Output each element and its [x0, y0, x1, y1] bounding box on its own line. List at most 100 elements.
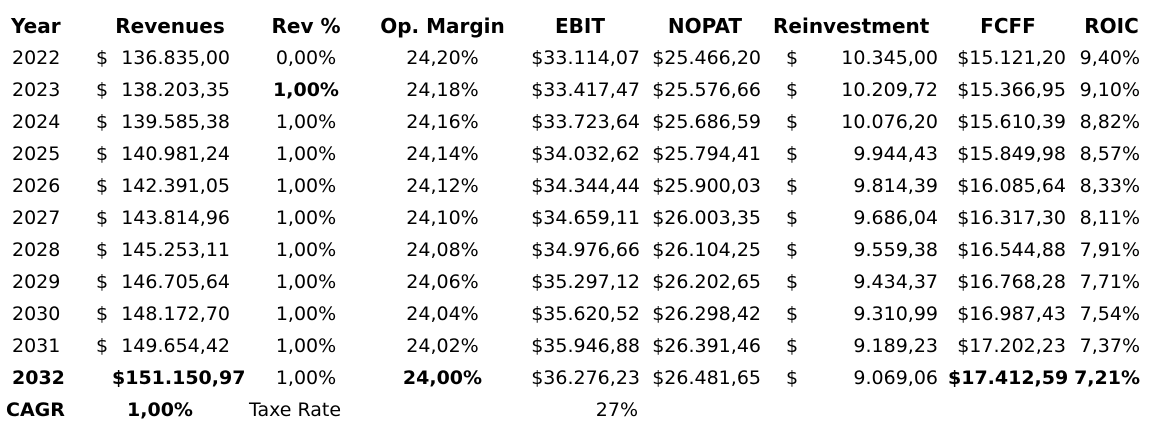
cell-rev-pct: 1,00%	[275, 111, 337, 133]
cell-fcff: $16.768,28	[957, 271, 1066, 293]
cell-revenue-currency: $	[96, 79, 109, 101]
cell-ebit: $34.344,44	[531, 175, 640, 197]
cell-op-margin: 24,16%	[406, 111, 479, 133]
cell-rev-pct: 1,00%	[275, 239, 337, 261]
cell-nopat: $25.466,20	[652, 47, 761, 69]
cell-revenue: 139.585,38	[121, 111, 230, 133]
cell-ebit: $35.620,52	[531, 303, 640, 325]
cell-fcff: $17.202,23	[957, 335, 1066, 357]
cell-nopat: $25.900,03	[652, 175, 761, 197]
cell-op-margin: 24,02%	[406, 335, 479, 357]
cell-reinvestment-currency: $	[786, 175, 799, 197]
cell-revenue-currency: $	[96, 143, 109, 165]
table-row: 2024 $139.585,38 1,00% 24,16% $33.723,64 $25.…	[0, 107, 1154, 138]
cell-reinvestment: 10.345,00	[841, 47, 938, 69]
cell-year: 2029	[12, 271, 61, 293]
cell-ebit: $36.276,23	[531, 367, 640, 389]
cell-revenue: 143.814,96	[121, 207, 230, 229]
cell-op-margin: 24,12%	[406, 175, 479, 197]
header-reinvestment: Reinvestment	[773, 14, 930, 38]
cell-nopat: $25.686,59	[652, 111, 761, 133]
cell-year: 2028	[12, 239, 61, 261]
cell-fcff: $15.849,98	[957, 143, 1066, 165]
cell-revenue-currency: $	[96, 335, 109, 357]
cell-ebit: $34.659,11	[531, 207, 640, 229]
cell-rev-pct: 1,00%	[275, 271, 337, 293]
header-roic: ROIC	[1084, 14, 1139, 38]
cell-rev-pct: 1,00%	[273, 79, 339, 101]
cell-reinvestment-currency: $	[786, 207, 799, 229]
cell-rev-pct: 1,00%	[275, 175, 337, 197]
cell-revenue-currency: $	[96, 239, 109, 261]
cell-revenue-currency: $	[96, 175, 109, 197]
cell-nopat: $26.003,35	[652, 207, 761, 229]
cell-roic: 8,57%	[1079, 143, 1140, 165]
cell-reinvestment-currency: $	[786, 271, 799, 293]
cell-op-margin: 24,18%	[406, 79, 479, 101]
cell-ebit: $33.114,07	[531, 47, 640, 69]
cell-ebit: $35.946,88	[531, 335, 640, 357]
cell-year: 2022	[12, 47, 61, 69]
cell-revenue: 138.203,35	[121, 79, 230, 101]
cell-op-margin: 24,10%	[406, 207, 479, 229]
cell-nopat: $26.298,42	[652, 303, 761, 325]
table-row: 2026 $142.391,05 1,00% 24,12% $34.344,44 $25.…	[0, 171, 1154, 202]
cell-revenue: 145.253,11	[121, 239, 230, 261]
cell-reinvestment: 9.434,37	[853, 271, 938, 293]
header-revenues: Revenues	[115, 14, 225, 38]
cell-reinvestment: 9.069,06	[853, 367, 938, 389]
cell-revenue-currency: $	[96, 207, 109, 229]
cell-rev-pct: 1,00%	[275, 367, 337, 389]
cell-op-margin: 24,00%	[402, 367, 483, 389]
cell-reinvestment: 9.189,23	[853, 335, 938, 357]
cell-reinvestment-currency: $	[786, 239, 799, 261]
cell-fcff: $15.366,95	[957, 79, 1066, 101]
cell-fcff: $16.317,30	[957, 207, 1066, 229]
cell-reinvestment: 9.559,38	[853, 239, 938, 261]
cell-roic: 9,10%	[1079, 79, 1140, 101]
cell-roic: 9,40%	[1079, 47, 1140, 69]
cell-reinvestment: 9.944,43	[853, 143, 938, 165]
cell-ebit: $35.297,12	[531, 271, 640, 293]
cell-roic: 8,11%	[1079, 207, 1140, 229]
cell-reinvestment: 9.310,99	[853, 303, 938, 325]
cell-op-margin: 24,20%	[406, 47, 479, 69]
table-row: 2027 $143.814,96 1,00% 24,10% $34.659,11 $26.…	[0, 203, 1154, 234]
cell-year: 2026	[12, 175, 61, 197]
cell-revenue: 146.705,64	[121, 271, 230, 293]
cell-nopat: $26.481,65	[652, 367, 761, 389]
cell-revenue: 148.172,70	[121, 303, 230, 325]
cell-roic: 7,91%	[1079, 239, 1140, 261]
table-row: 2031 $149.654,42 1,00% 24,02% $35.946,88 $26.…	[0, 331, 1154, 362]
table-row: 2029 $146.705,64 1,00% 24,06% $35.297,12 $26.…	[0, 267, 1154, 298]
cell-roic: 7,54%	[1079, 303, 1140, 325]
cell-op-margin: 24,08%	[406, 239, 479, 261]
cell-reinvestment-currency: $	[786, 143, 799, 165]
header-row: Year Revenues Rev % Op. Margin EBIT NOPA…	[0, 11, 1154, 42]
cell-roic: 7,71%	[1079, 271, 1140, 293]
cell-year: 2027	[12, 207, 61, 229]
cell-fcff: $16.544,88	[957, 239, 1066, 261]
cell-nopat: $25.794,41	[652, 143, 761, 165]
cell-reinvestment: 10.076,20	[841, 111, 938, 133]
cell-revenue: 136.835,00	[121, 47, 230, 69]
table-row: 2030 $148.172,70 1,00% 24,04% $35.620,52 $26.…	[0, 299, 1154, 330]
table-row: 2032 $151.150,97 1,00% 24,00% $36.276,23 $26.…	[0, 363, 1154, 394]
table-row: 2028 $145.253,11 1,00% 24,08% $34.976,66 $26.…	[0, 235, 1154, 266]
cell-reinvestment: 9.686,04	[853, 207, 938, 229]
cell-year: 2024	[12, 111, 61, 133]
cell-fcff: $15.610,39	[957, 111, 1066, 133]
cell-fcff: $16.987,43	[957, 303, 1066, 325]
cell-fcff: $17.412,59	[948, 367, 1069, 389]
cell-reinvestment-currency: $	[786, 303, 799, 325]
cell-rev-pct: 1,00%	[275, 143, 337, 165]
cell-nopat: $26.104,25	[652, 239, 761, 261]
cell-reinvestment-currency: $	[786, 79, 799, 101]
cell-year: 2032	[12, 367, 65, 389]
cell-reinvestment: 9.814,39	[853, 175, 938, 197]
table-row: 2025 $140.981,24 1,00% 24,14% $34.032,62 $25.…	[0, 139, 1154, 170]
cell-revenue: 149.654,42	[121, 335, 230, 357]
cell-revenue: 142.391,05	[121, 175, 230, 197]
header-year: Year	[11, 14, 61, 38]
